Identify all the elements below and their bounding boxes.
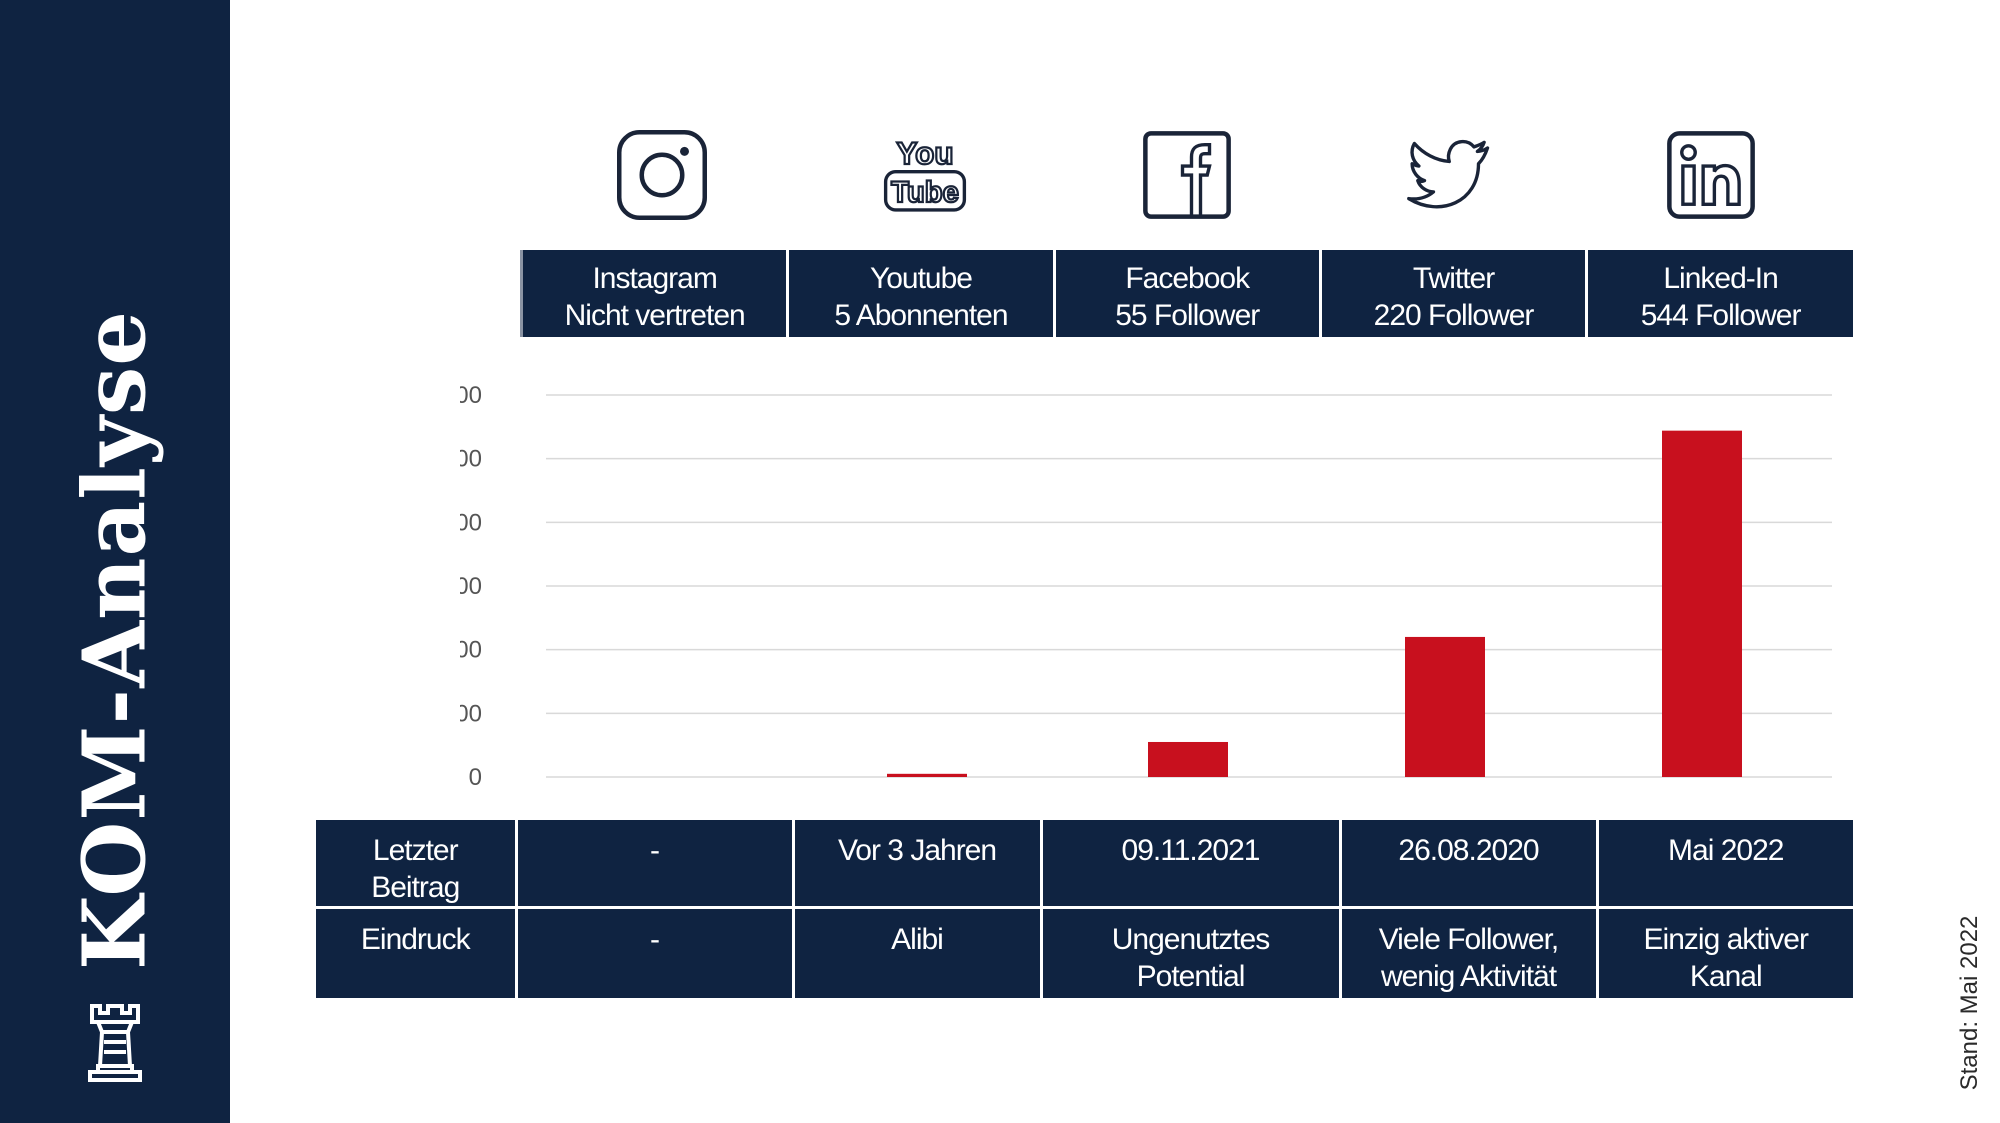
- platform-name: Twitter: [1412, 262, 1495, 295]
- platform-name: Linked-In: [1663, 262, 1778, 295]
- page-title: KOM-Analyse: [64, 310, 166, 970]
- table-row: Letzter Beitrag - Vor 3 Jahren 09.11.202…: [316, 820, 1853, 908]
- table-cell: 09.11.2021: [1039, 820, 1340, 908]
- platform-header-youtube: Youtube 5 Abonnenten: [786, 250, 1055, 337]
- analysis-table: Letzter Beitrag - Vor 3 Jahren 09.11.202…: [316, 820, 1853, 998]
- table-cell: Viele Follower, wenig Aktivität: [1338, 906, 1597, 998]
- platform-icons: You Tube: [520, 120, 1853, 230]
- table-cell: -: [514, 906, 793, 998]
- linkedin-icon: [1666, 130, 1756, 220]
- platform-stat: 544 Follower: [1640, 299, 1802, 332]
- platform-header-facebook: Facebook 55 Follower: [1052, 250, 1321, 337]
- y-tick-label: 0: [469, 764, 482, 790]
- bar-facebook: [1148, 741, 1228, 777]
- sidebar: KOM-Analyse: [0, 0, 230, 1123]
- follower-bar-chart: 0 100 200 300 400 500 600: [460, 382, 1832, 790]
- row-label: Eindruck: [316, 906, 516, 998]
- table-cell: Vor 3 Jahren: [791, 820, 1041, 908]
- platform-name: Facebook: [1125, 262, 1250, 295]
- row-label: Letzter Beitrag: [316, 820, 516, 908]
- table-cell: Ungenutztes Potential: [1039, 906, 1340, 998]
- platform-header-twitter: Twitter 220 Follower: [1318, 250, 1587, 337]
- table-cell: -: [514, 820, 793, 908]
- y-tick-label: 300: [460, 573, 482, 600]
- bar-linkedin: [1662, 430, 1742, 777]
- date-note: Stand: Mai 2022: [1956, 915, 1983, 1091]
- table-cell: Alibi: [791, 906, 1041, 998]
- platform-stat: 55 Follower: [1115, 299, 1260, 332]
- platform-header-instagram: Instagram Nicht vertreten: [519, 250, 788, 337]
- bar-twitter: [1405, 636, 1485, 777]
- svg-text:Tube: Tube: [891, 177, 959, 209]
- platform-stat: Nicht vertreten: [564, 299, 746, 332]
- twitter-icon: [1402, 130, 1492, 220]
- y-tick-label: 400: [460, 509, 482, 536]
- svg-text:You: You: [896, 135, 953, 171]
- chess-rook-icon: [84, 1000, 146, 1086]
- instagram-icon: [617, 130, 707, 220]
- platform-stat: 220 Follower: [1373, 299, 1535, 332]
- platform-name: Youtube: [869, 262, 973, 295]
- facebook-icon: [1142, 130, 1232, 220]
- platform-stat: 5 Abonnenten: [834, 299, 1008, 332]
- table-row: Eindruck - Alibi Ungenutztes Potential V…: [316, 906, 1853, 998]
- youtube-icon: You Tube: [880, 130, 970, 220]
- table-cell: Einzig aktiver Kanal: [1595, 906, 1853, 998]
- y-tick-label: 500: [460, 446, 482, 473]
- platform-header-table: Instagram Nicht vertreten Youtube 5 Abonne…: [519, 250, 1853, 337]
- platform-name: Instagram: [592, 262, 717, 295]
- y-tick-label: 600: [460, 382, 482, 409]
- bar-youtube: [887, 773, 967, 777]
- table-cell: 26.08.2020: [1338, 820, 1597, 908]
- y-tick-label: 200: [460, 637, 482, 664]
- platform-header-linkedin: Linked-In 544 Follower: [1585, 250, 1853, 337]
- table-cell: Mai 2022: [1595, 820, 1853, 908]
- y-tick-label: 100: [460, 700, 482, 727]
